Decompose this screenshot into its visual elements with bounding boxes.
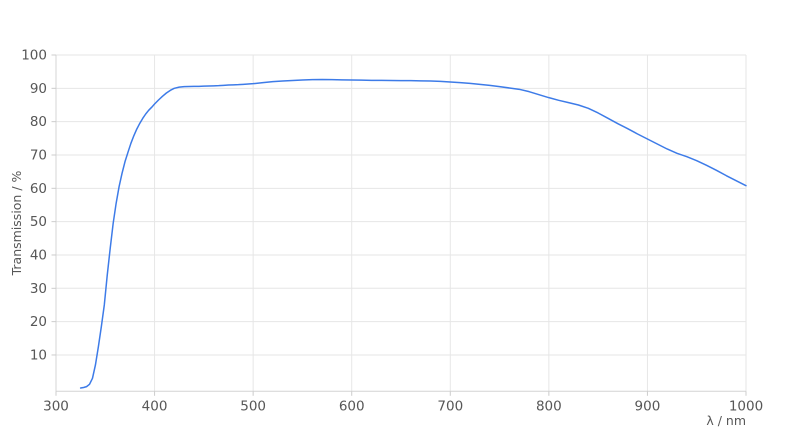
y-tick-label: 80 [30, 114, 47, 130]
x-tick-label: 500 [240, 398, 266, 414]
y-tick-label: 100 [21, 48, 47, 64]
x-tick-label: 600 [339, 398, 365, 414]
axis-lines [55, 55, 746, 392]
x-tick-label: 900 [635, 398, 661, 414]
y-tick-label: 70 [30, 147, 47, 163]
y-tick-labels: 10 20 30 40 50 60 70 80 90 100 [21, 48, 47, 364]
x-tick-label: 700 [437, 398, 463, 414]
axis-tick-marks [51, 54, 747, 396]
x-tick-label: 1000 [729, 398, 763, 414]
x-tick-label: 300 [43, 398, 69, 414]
x-axis-title: λ / nm [706, 413, 746, 428]
x-tick-label: 400 [142, 398, 168, 414]
x-tick-label: 800 [536, 398, 562, 414]
series-line-transmission [79, 78, 747, 389]
y-tick-label: 60 [30, 181, 47, 197]
y-tick-label: 10 [30, 347, 47, 363]
y-axis-title: Transmission / % [9, 170, 24, 276]
y-tick-label: 30 [30, 281, 47, 297]
gridlines [55, 54, 747, 392]
x-tick-labels: 300 400 500 600 700 800 900 1000 [43, 398, 763, 414]
y-tick-label: 20 [30, 314, 47, 330]
y-tick-label: 40 [30, 247, 47, 263]
y-tick-label: 90 [30, 81, 47, 97]
y-tick-label: 50 [30, 214, 47, 230]
